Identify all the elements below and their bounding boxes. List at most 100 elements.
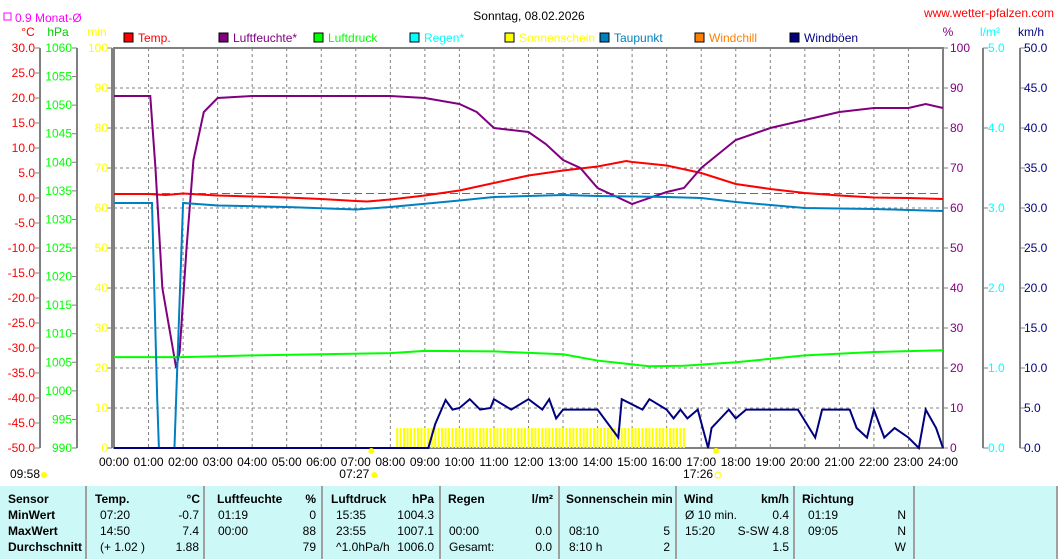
- table-header: Regen: [448, 492, 485, 506]
- sunshine-bar: [448, 428, 451, 448]
- sunshine-bar: [565, 428, 568, 448]
- sun-tick-label: 0: [101, 441, 108, 455]
- sunshine-bar: [669, 428, 672, 448]
- hum-tick-label: 60: [950, 201, 964, 215]
- x-tick-label: 22:00: [859, 455, 889, 469]
- sunshine-bar: [568, 428, 571, 448]
- rain-tick-label: 2.0: [988, 281, 1005, 295]
- temp-tick-label: -30.0: [8, 341, 36, 355]
- x-tick-label: 02:00: [168, 455, 198, 469]
- sunshine-bar: [541, 428, 544, 448]
- dir-value: N: [897, 524, 906, 538]
- sunshine-bar: [527, 428, 530, 448]
- month-avg-icon: [3, 12, 12, 21]
- sunshine-bar: [451, 428, 454, 448]
- pressure-tick-label: 1015: [45, 298, 72, 312]
- table-column: [0, 486, 87, 559]
- unit-temp: °C: [21, 25, 35, 39]
- temp-tick-label: -20.0: [8, 291, 36, 305]
- table-header: %: [305, 492, 316, 506]
- pressure-tick-label: 1040: [45, 155, 72, 169]
- x-tick-label: 07:00: [341, 455, 371, 469]
- sunshine-bar: [513, 428, 516, 448]
- table-header: Luftfeuchte: [217, 492, 283, 506]
- hum-tick-label: 50: [950, 241, 964, 255]
- sunshine-bar: [489, 428, 492, 448]
- x-tick-label: 01:00: [134, 455, 164, 469]
- sunshine-bar: [603, 428, 606, 448]
- legend-swatch: [409, 32, 420, 43]
- weather-chart: Sonntag, 08.02.2026 www.wetter-pfalzen.co…: [3, 6, 1054, 481]
- temp-tick-label: -35.0: [8, 366, 36, 380]
- table-header: Wind: [684, 492, 714, 506]
- sunshine-bar: [423, 428, 426, 448]
- temp-time: 14:50: [100, 524, 131, 538]
- table-header: Temp.: [95, 492, 130, 506]
- rain-tick-label: 3.0: [988, 201, 1005, 215]
- rain-tick-label: 0.0: [988, 441, 1005, 455]
- rain-time: 00:00: [449, 524, 480, 538]
- legend-label: Taupunkt: [614, 31, 663, 45]
- sun-time: 8:10 h: [569, 540, 603, 554]
- temp-time: 07:20: [100, 508, 131, 522]
- sunshine-bar: [534, 428, 537, 448]
- sunshine-bar: [399, 428, 402, 448]
- rain-tick-label: 5.0: [988, 41, 1005, 55]
- pressure-tick-label: 1025: [45, 241, 72, 255]
- sunshine-bar: [510, 428, 513, 448]
- wind-tick-label: 40.0: [1024, 121, 1048, 135]
- sunshine-bar: [672, 428, 675, 448]
- sunshine-bar: [537, 428, 540, 448]
- pressure-tick-label: 1010: [45, 327, 72, 341]
- sunshine-bar: [606, 428, 609, 448]
- sunshine-bar: [644, 428, 647, 448]
- sunshine-bar: [610, 428, 613, 448]
- legend-label: Luftdruck: [328, 31, 378, 45]
- hum-value: 79: [302, 540, 316, 554]
- dir-value: N: [897, 508, 906, 522]
- x-tick-label: 18:00: [721, 455, 751, 469]
- wind-value: 0.4: [772, 508, 789, 522]
- table-header: Richtung: [802, 492, 854, 506]
- table-header: Sonnenschein min: [566, 492, 673, 506]
- legend-label: Regen*: [424, 31, 464, 45]
- x-tick-label: 21:00: [824, 455, 854, 469]
- sunshine-bar: [641, 428, 644, 448]
- x-tick-label: 03:00: [203, 455, 233, 469]
- x-tick-label: 24:00: [928, 455, 958, 469]
- sun-tick-label: 20: [95, 361, 109, 375]
- dir-time: 01:19: [808, 508, 839, 522]
- daylength: 09:58: [10, 467, 40, 481]
- hum-value: 88: [302, 524, 316, 538]
- sunshine-bar: [579, 428, 582, 448]
- series-temp: [114, 159, 944, 203]
- table-column: [915, 486, 1058, 559]
- sunshine-bar: [465, 428, 468, 448]
- table-column: [205, 486, 323, 559]
- dir-time: 09:05: [808, 524, 839, 538]
- sunrise-icon: [371, 472, 378, 478]
- series-taupunkt: [114, 193, 944, 449]
- sunshine-bar: [665, 428, 668, 448]
- pressure-tick-label: 995: [52, 412, 72, 426]
- sunshine-bar: [444, 428, 447, 448]
- hum-tick-label: 90: [950, 81, 964, 95]
- sunset-marker: [713, 448, 720, 454]
- sun-time: 08:10: [569, 524, 600, 538]
- rain-tick-label: 4.0: [988, 121, 1005, 135]
- unit-pressure: hPa: [47, 25, 69, 39]
- legend-label: Sonnenschein: [519, 31, 595, 45]
- pressure-tick-label: 1000: [45, 384, 72, 398]
- sunshine-bar: [403, 428, 406, 448]
- temp-tick-label: -10.0: [8, 241, 36, 255]
- temp-tick-label: -50.0: [8, 441, 36, 455]
- pres-time: ^1.0hPa/h: [336, 540, 390, 554]
- temp-tick-label: -25.0: [8, 316, 36, 330]
- sunshine-bar: [600, 428, 603, 448]
- table-header: Luftdruck: [331, 492, 387, 506]
- wind-tick-label: 30.0: [1024, 201, 1048, 215]
- sunshine-bar: [506, 428, 509, 448]
- x-tick-label: 15:00: [617, 455, 647, 469]
- sunshine-bar: [586, 428, 589, 448]
- pressure-tick-label: 1055: [45, 70, 72, 84]
